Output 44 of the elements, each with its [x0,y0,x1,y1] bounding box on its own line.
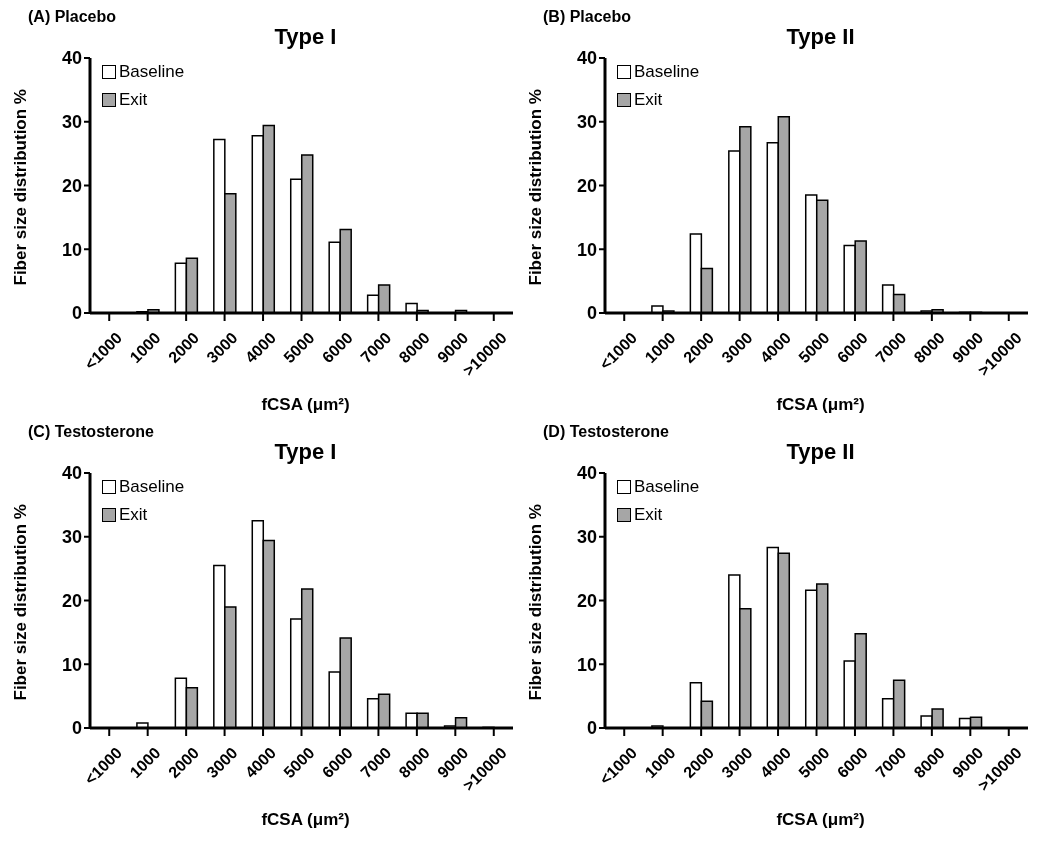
y-tick-label: 30 [576,112,597,133]
chart-subtitle: Type II [785,24,856,50]
y-tick-label: 40 [61,48,82,69]
y-tick-label: 0 [71,718,82,739]
chart-title: (A) Placebo [28,8,117,26]
chart-title: (C) Testosterone [28,423,154,441]
y-tick-label: 0 [586,303,597,324]
legend-label: Exit [119,505,148,525]
y-tick-label: 30 [61,527,82,548]
y-tick-label: 40 [576,48,597,69]
y-axis-title: Fiber size distribution % [526,504,546,701]
y-tick-label: 10 [61,239,82,260]
x-axis-title: fCSA (μm²) [775,395,866,415]
y-axis-title: Fiber size distribution % [11,504,31,701]
chart-subtitle: Type II [785,439,856,465]
y-axis-title: Fiber size distribution % [11,89,31,286]
y-tick-label: 10 [576,654,597,675]
chart-subtitle: Type I [273,24,338,50]
y-tick-label: 40 [576,463,597,484]
y-tick-label: 0 [71,303,82,324]
y-tick-label: 20 [576,175,597,196]
legend-label: Baseline [119,62,185,82]
legend-label: Exit [634,505,663,525]
x-axis-title: fCSA (μm²) [260,395,351,415]
chart-subtitle: Type I [273,439,338,465]
y-tick-label: 10 [61,654,82,675]
legend-label: Baseline [634,477,700,497]
chart-title: (B) Placebo [543,8,632,26]
y-axis-title: Fiber size distribution % [526,89,546,286]
y-tick-label: 30 [61,112,82,133]
legend-label: Exit [634,90,663,110]
y-tick-label: 10 [576,239,597,260]
y-tick-label: 0 [586,718,597,739]
y-tick-label: 20 [61,590,82,611]
y-tick-label: 40 [61,463,82,484]
legend-label: Baseline [634,62,700,82]
y-tick-label: 30 [576,527,597,548]
x-axis-title: fCSA (μm²) [260,810,351,830]
y-tick-label: 20 [576,590,597,611]
legend-label: Exit [119,90,148,110]
legend-label: Baseline [119,477,185,497]
x-axis-title: fCSA (μm²) [775,810,866,830]
y-tick-label: 20 [61,175,82,196]
chart-title: (D) Testosterone [543,423,669,441]
